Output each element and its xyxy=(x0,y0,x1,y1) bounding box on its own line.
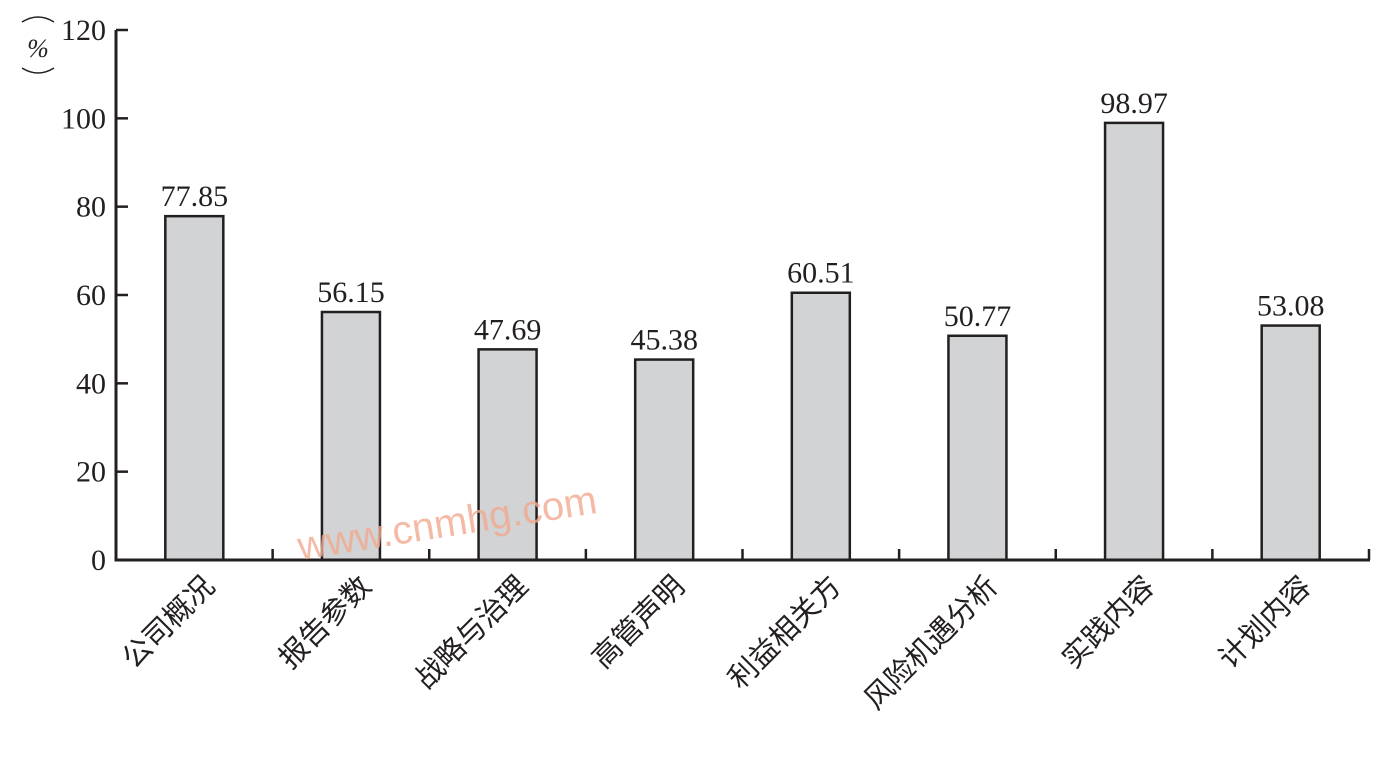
y-tick-label: 80 xyxy=(76,191,106,224)
data-label: 60.51 xyxy=(787,257,855,290)
y-tick-label: 120 xyxy=(61,14,106,47)
y-axis-label: % xyxy=(27,34,49,63)
bar xyxy=(164,214,225,562)
x-tick-label: 报告参数 xyxy=(272,569,378,675)
data-label: 53.08 xyxy=(1257,290,1325,323)
data-label: 47.69 xyxy=(474,313,542,346)
x-tick-label: 风险机遇分析 xyxy=(857,569,1004,716)
y-axis-unit: % xyxy=(21,16,55,74)
bar xyxy=(790,291,852,562)
y-tick-label: 40 xyxy=(76,367,106,400)
data-label: 56.15 xyxy=(317,276,385,309)
x-tick-label: 实践内容 xyxy=(1055,569,1161,675)
y-tick-label: 100 xyxy=(61,102,106,135)
bar xyxy=(1260,324,1321,562)
bar xyxy=(947,334,1008,562)
data-label: 98.97 xyxy=(1100,87,1168,120)
x-tick-label: 战略与治理 xyxy=(408,569,535,696)
y-tick-label: 60 xyxy=(76,279,106,312)
x-tick-label: 计划内容 xyxy=(1212,569,1318,675)
x-tick-label: 高管声明 xyxy=(585,569,691,675)
bar xyxy=(1103,121,1165,562)
bar xyxy=(477,348,538,562)
x-tick-label: 利益相关方 xyxy=(721,569,848,696)
data-label: 45.38 xyxy=(630,324,698,357)
data-label: 77.85 xyxy=(161,180,229,213)
y-tick-label: 20 xyxy=(76,456,106,489)
x-tick-label: 公司概况 xyxy=(115,569,221,675)
y-tick-label: 0 xyxy=(91,544,106,577)
bar xyxy=(633,358,695,562)
data-label: 50.77 xyxy=(944,300,1012,333)
bar xyxy=(320,310,382,562)
